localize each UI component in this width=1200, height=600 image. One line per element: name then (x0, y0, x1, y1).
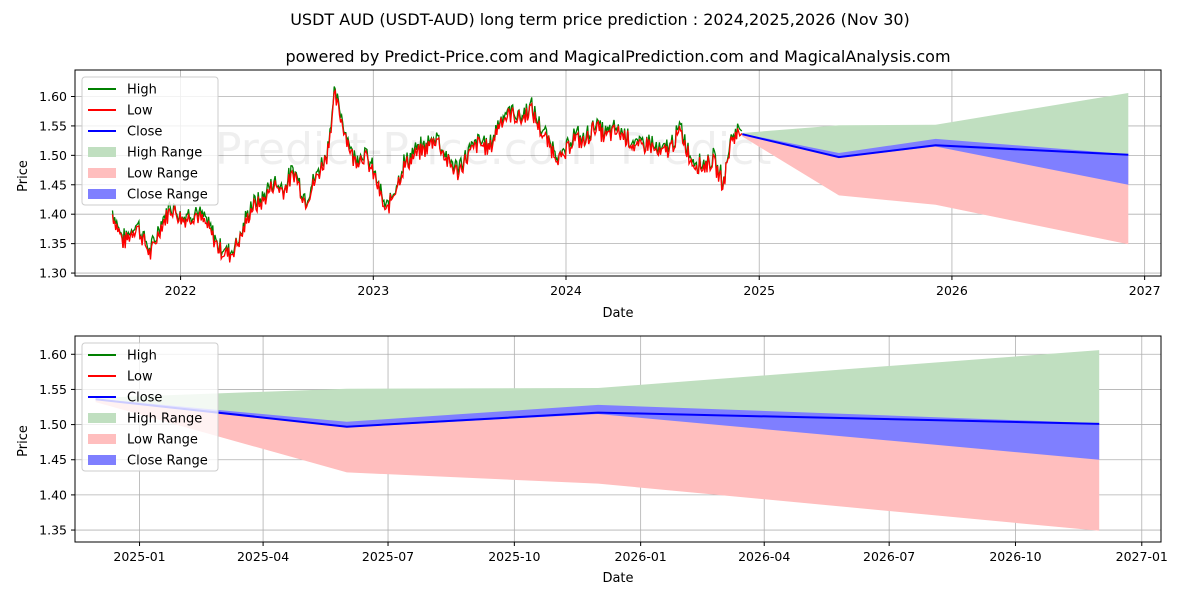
x-tick-label: 2027 (1129, 283, 1161, 298)
legend-high-range-swatch (88, 147, 116, 157)
bottom-x-ticks: 2025-01 2025-04 2025-07 2025-10 2026-01 2026-… (113, 542, 1168, 564)
legend-low-range-swatch (88, 168, 116, 178)
legend-high-label: High (127, 349, 157, 364)
legend-close-label: Close (127, 391, 162, 406)
bottom-y-ticks: 1.35 1.40 1.45 1.50 1.55 1.60 (39, 347, 75, 538)
bottom-series-lines (95, 398, 1100, 428)
top-series-lines (111, 86, 1129, 263)
close-forecast-line (95, 398, 1100, 428)
x-tick-label: 2026-04 (738, 549, 790, 564)
y-tick-label: 1.35 (39, 236, 67, 251)
top-forecast-ranges (742, 93, 1129, 245)
x-tick-label: 2025-07 (362, 549, 414, 564)
x-tick-label: 2024 (550, 283, 582, 298)
top-y-ticks: 1.30 1.35 1.40 1.45 1.50 1.55 1.60 (39, 89, 75, 281)
y-tick-label: 1.50 (39, 417, 67, 432)
x-tick-label: 2023 (357, 283, 389, 298)
y-tick-label: 1.45 (39, 177, 67, 192)
legend-low-label: Low (127, 370, 153, 385)
legend-high-range-label: High Range (127, 146, 202, 161)
legend-close-range-swatch (88, 455, 116, 465)
top-legend: High Low Close High Range Low Range Close Ran… (81, 76, 219, 206)
top-plot-frame (74, 69, 1162, 277)
close-range-band (742, 133, 1129, 185)
close-range-band (95, 398, 1100, 460)
y-tick-label: 1.55 (39, 382, 67, 397)
bottom-y-axis-label: Price (16, 425, 31, 457)
legend-low-label: Low (127, 104, 153, 119)
legend-low-range-label: Low Range (127, 433, 198, 448)
x-tick-label: 2026-10 (989, 549, 1041, 564)
bottom-forecast-ranges (95, 350, 1100, 531)
chart-subtitle: powered by Predict-Price.com and Magical… (285, 47, 950, 66)
bottom-plot-frame (74, 335, 1162, 543)
high-range-band (742, 93, 1129, 158)
y-tick-label: 1.40 (39, 487, 67, 502)
x-tick-label: 2027-01 (1116, 549, 1168, 564)
legend-high-range-swatch (88, 413, 116, 423)
y-tick-label: 1.60 (39, 347, 67, 362)
x-tick-label: 2025-01 (113, 549, 165, 564)
x-tick-label: 2026 (936, 283, 968, 298)
x-tick-label: 2026-01 (615, 549, 667, 564)
high-range-band (95, 350, 1100, 427)
bottom-legend: High Low Close High Range Low Range Close Ran… (81, 342, 219, 472)
legend-close-range-label: Close Range (127, 188, 208, 203)
watermark-text: Predict-Price.com (215, 124, 598, 175)
chart-title: USDT AUD (USDT-AUD) long term price pred… (290, 10, 910, 29)
bottom-x-axis-label: Date (602, 571, 633, 586)
y-tick-label: 1.55 (39, 118, 67, 133)
low-history-line (111, 88, 743, 263)
y-tick-label: 1.35 (39, 523, 67, 538)
legend-low-range-label: Low Range (127, 167, 198, 182)
legend-high-range-label: High Range (127, 412, 202, 427)
y-tick-label: 1.45 (39, 452, 67, 467)
y-tick-label: 1.30 (39, 266, 67, 281)
x-tick-label: 2022 (165, 283, 197, 298)
top-y-axis-label: Price (16, 160, 31, 192)
y-tick-label: 1.60 (39, 89, 67, 104)
legend-close-range-label: Close Range (127, 454, 208, 469)
y-tick-label: 1.50 (39, 148, 67, 163)
legend-close-range-swatch (88, 189, 116, 199)
x-tick-label: 2026-07 (863, 549, 915, 564)
legend-low-range-swatch (88, 434, 116, 444)
legend-close-label: Close (127, 125, 162, 140)
legend-high-label: High (127, 83, 157, 98)
close-forecast-line (742, 133, 1129, 159)
x-tick-label: 2025 (743, 283, 775, 298)
x-tick-label: 2025-04 (237, 549, 289, 564)
top-x-axis-label: Date (602, 306, 633, 321)
x-tick-label: 2025-10 (488, 549, 540, 564)
y-tick-label: 1.40 (39, 207, 67, 222)
top-x-ticks: 2022 2023 2024 2025 2026 2027 (165, 276, 1161, 298)
